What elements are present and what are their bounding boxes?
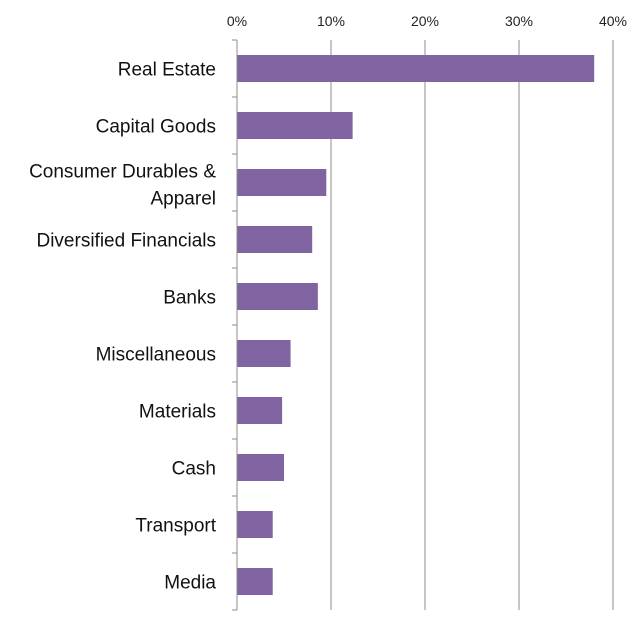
x-tick-label: 20% bbox=[411, 13, 439, 29]
bar bbox=[237, 55, 595, 82]
bar bbox=[237, 112, 353, 139]
category-label: Materials bbox=[139, 402, 216, 423]
bar bbox=[237, 169, 327, 196]
category-label: Consumer Durables & Apparel bbox=[29, 162, 216, 210]
bar bbox=[237, 283, 318, 310]
category-label: Real Estate bbox=[118, 60, 216, 81]
bar bbox=[237, 454, 284, 481]
gridlines bbox=[330, 40, 614, 610]
x-tick-label: 0% bbox=[227, 13, 247, 29]
bar bbox=[237, 340, 291, 367]
bar bbox=[237, 511, 273, 538]
x-tick-label: 40% bbox=[599, 13, 627, 29]
bar bbox=[237, 568, 273, 595]
category-label: Miscellaneous bbox=[96, 345, 216, 366]
category-label: Capital Goods bbox=[96, 117, 216, 138]
x-tick-label: 30% bbox=[505, 13, 533, 29]
bar bbox=[237, 226, 313, 253]
category-label: Diversified Financials bbox=[36, 231, 216, 252]
category-label: Media bbox=[164, 573, 216, 594]
x-axis-ticks: 0% 10% 20% 30% 40% bbox=[227, 13, 627, 29]
category-label: Banks bbox=[163, 288, 216, 309]
bars bbox=[237, 55, 595, 595]
category-label: Cash bbox=[172, 459, 216, 480]
x-tick-label: 10% bbox=[317, 13, 345, 29]
category-labels: Real Estate Capital Goods Consumer Durable… bbox=[29, 60, 217, 594]
y-axis bbox=[232, 39, 238, 611]
category-label: Transport bbox=[135, 516, 216, 537]
bar bbox=[237, 397, 283, 424]
